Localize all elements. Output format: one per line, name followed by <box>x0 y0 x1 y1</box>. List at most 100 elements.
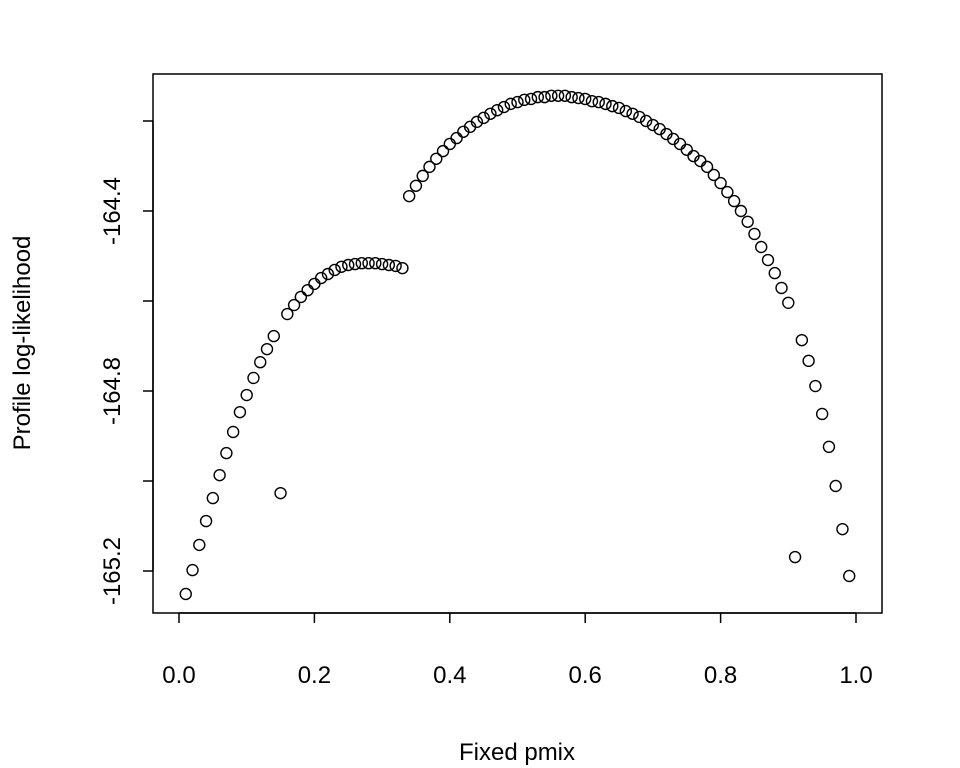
point <box>755 240 768 254</box>
point <box>531 90 545 104</box>
point <box>294 290 308 304</box>
y-tick-label: -165.2 <box>99 537 126 605</box>
point <box>369 256 382 270</box>
point <box>416 169 429 183</box>
point <box>274 486 287 500</box>
point <box>815 407 829 421</box>
point <box>308 277 321 291</box>
point <box>545 89 558 102</box>
point <box>700 160 714 174</box>
point <box>497 100 511 114</box>
point <box>226 425 240 439</box>
point <box>721 185 734 199</box>
point <box>287 298 301 312</box>
point <box>639 114 653 128</box>
point <box>727 194 741 208</box>
point <box>396 261 409 275</box>
point <box>802 354 815 368</box>
point <box>518 93 531 107</box>
point <box>206 491 220 505</box>
x-tick-label: 0.4 <box>433 662 466 689</box>
point <box>626 107 639 120</box>
point <box>335 260 348 273</box>
point <box>741 215 754 228</box>
point <box>775 281 788 295</box>
point <box>599 97 612 111</box>
point <box>558 89 572 102</box>
point <box>843 569 856 583</box>
point <box>836 522 849 536</box>
point <box>809 379 822 393</box>
x-tick-label: 0.6 <box>569 662 602 689</box>
point <box>612 101 626 115</box>
point <box>402 189 416 203</box>
x-tick-label: 0.8 <box>704 662 737 689</box>
point <box>450 131 463 145</box>
point <box>524 92 538 106</box>
point <box>680 143 693 156</box>
point <box>260 342 274 356</box>
point <box>477 111 490 125</box>
point <box>748 227 761 241</box>
point <box>375 257 389 271</box>
point <box>382 258 396 272</box>
point <box>199 514 213 528</box>
point <box>436 144 450 158</box>
point <box>782 296 795 309</box>
point <box>707 168 721 182</box>
x-axis-label: Fixed pmix <box>459 739 575 766</box>
point <box>606 99 619 113</box>
point <box>443 137 456 151</box>
point <box>565 90 578 104</box>
point <box>355 256 368 270</box>
point <box>409 179 423 192</box>
y-tick-label: -164.4 <box>99 177 126 245</box>
point <box>470 115 484 129</box>
x-tick-label: 0.0 <box>162 662 195 689</box>
point <box>179 587 192 601</box>
point <box>423 160 436 174</box>
point <box>768 266 781 280</box>
point <box>490 103 504 117</box>
point <box>342 258 355 272</box>
point <box>572 91 585 105</box>
point <box>267 329 280 343</box>
point <box>788 550 802 564</box>
point <box>328 263 341 277</box>
point <box>186 563 199 577</box>
point <box>579 92 592 106</box>
point <box>734 204 748 218</box>
point <box>254 355 267 369</box>
point <box>314 271 328 285</box>
point <box>213 468 226 482</box>
point <box>301 283 314 297</box>
point <box>795 333 809 347</box>
point <box>619 104 633 118</box>
point <box>362 256 375 270</box>
point <box>714 176 727 190</box>
x-tick-label: 0.2 <box>298 662 331 689</box>
point <box>633 110 646 124</box>
point <box>247 371 260 385</box>
point <box>389 259 402 273</box>
point <box>585 94 599 108</box>
point <box>829 479 842 493</box>
point <box>484 107 497 120</box>
y-tick-label: -164.8 <box>99 357 126 425</box>
point <box>193 538 206 552</box>
point <box>511 95 524 109</box>
plot-box <box>152 73 883 614</box>
point <box>240 388 253 402</box>
y-axis-label: Profile log-likelihood <box>9 236 36 451</box>
point <box>646 118 660 132</box>
point <box>220 446 233 460</box>
x-tick-label: 1.0 <box>839 662 872 689</box>
point <box>538 90 551 104</box>
point <box>592 95 605 109</box>
point <box>504 97 517 111</box>
point <box>430 152 443 165</box>
point <box>348 257 362 271</box>
point <box>233 405 247 419</box>
point <box>321 267 335 281</box>
